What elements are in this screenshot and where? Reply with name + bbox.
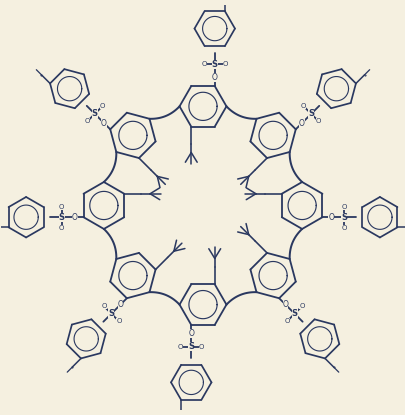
Text: O: O: [116, 318, 121, 324]
Text: O: O: [301, 103, 306, 110]
Text: O: O: [72, 213, 77, 222]
Text: O: O: [178, 344, 183, 350]
Text: O: O: [315, 118, 320, 124]
Text: O: O: [298, 303, 304, 309]
Text: O: O: [188, 330, 194, 338]
Text: O: O: [328, 213, 333, 222]
Text: S: S: [108, 309, 114, 318]
Text: S: S: [291, 309, 297, 318]
Text: O: O: [101, 303, 107, 309]
Text: O: O: [117, 300, 123, 309]
Text: O: O: [298, 119, 304, 127]
Text: O: O: [99, 103, 104, 110]
Text: O: O: [341, 204, 346, 210]
Text: S: S: [341, 213, 346, 222]
Text: O: O: [284, 318, 289, 324]
Text: O: O: [341, 225, 346, 231]
Text: S: S: [307, 110, 313, 118]
Text: O: O: [101, 119, 107, 127]
Text: O: O: [282, 300, 288, 309]
Text: O: O: [211, 73, 217, 82]
Text: O: O: [85, 118, 90, 124]
Text: O: O: [201, 61, 207, 67]
Text: S: S: [59, 213, 64, 222]
Text: O: O: [59, 225, 64, 231]
Text: S: S: [188, 342, 194, 351]
Text: S: S: [211, 60, 217, 68]
Text: O: O: [59, 204, 64, 210]
Text: O: O: [222, 61, 227, 67]
Text: S: S: [92, 110, 98, 118]
Text: O: O: [198, 344, 204, 350]
